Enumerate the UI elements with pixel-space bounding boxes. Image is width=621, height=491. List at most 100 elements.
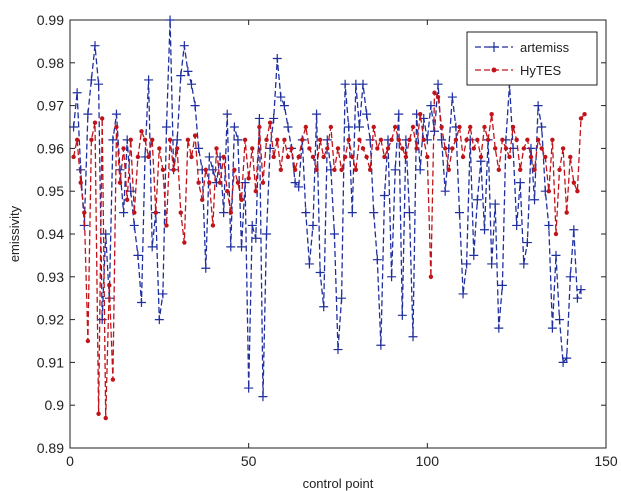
- data-point: [89, 137, 94, 143]
- data-point: [185, 137, 191, 143]
- data-point: [515, 178, 525, 188]
- data-point: [378, 137, 384, 143]
- data-point: [353, 167, 359, 172]
- data-point: [292, 167, 298, 172]
- data-point: [253, 189, 259, 194]
- data-point: [379, 190, 389, 200]
- data-point: [503, 146, 509, 151]
- data-point: [262, 229, 272, 239]
- data-point: [462, 259, 472, 269]
- data-point: [117, 180, 123, 185]
- data-point: [319, 302, 329, 312]
- data-point: [83, 109, 93, 119]
- data-point: [471, 146, 476, 151]
- data-point: [233, 135, 243, 145]
- data-point: [407, 137, 412, 143]
- data-point: [530, 195, 540, 205]
- data-point: [229, 122, 239, 132]
- data-point: [90, 41, 100, 51]
- y-tick-label: 0.97: [37, 98, 64, 114]
- data-point: [362, 109, 372, 119]
- data-point: [219, 208, 229, 218]
- data-point: [135, 154, 141, 160]
- data-point: [317, 137, 323, 143]
- data-point: [512, 220, 522, 230]
- data-point: [350, 154, 355, 160]
- data-point: [415, 165, 425, 175]
- data-point: [544, 220, 554, 230]
- data-point: [543, 154, 548, 160]
- y-tick-label: 0.95: [37, 183, 64, 199]
- data-point: [139, 129, 144, 134]
- legend-entry-artemiss: artemiss: [475, 40, 570, 55]
- data-point: [204, 152, 214, 162]
- data-point: [285, 154, 291, 160]
- data-point: [519, 259, 529, 269]
- data-point: [408, 332, 418, 342]
- data-point: [560, 146, 566, 151]
- y-tick-label: 0.9: [45, 397, 65, 413]
- data-point: [225, 189, 230, 194]
- data-point: [275, 137, 280, 143]
- data-point: [371, 124, 376, 130]
- data-point: [514, 137, 519, 143]
- data-point: [472, 195, 482, 205]
- data-point: [553, 231, 559, 237]
- data-point: [372, 255, 382, 265]
- data-point: [535, 137, 541, 143]
- data-point: [222, 109, 232, 119]
- data-point: [547, 323, 557, 333]
- data-point: [103, 415, 108, 421]
- data-point: [96, 411, 101, 416]
- data-point: [78, 180, 83, 185]
- data-point: [464, 137, 469, 143]
- legend-entry-hytes: HyTES: [475, 63, 562, 78]
- data-point: [562, 353, 572, 363]
- data-point: [521, 146, 527, 151]
- x-axis-label: control point: [303, 476, 374, 491]
- data-point: [144, 75, 154, 85]
- data-point: [300, 137, 305, 143]
- data-point: [94, 79, 104, 89]
- data-point: [439, 124, 444, 130]
- x-tick-label: 100: [416, 453, 440, 469]
- data-point: [69, 122, 79, 132]
- data-point: [569, 225, 579, 235]
- data-point: [375, 146, 380, 151]
- data-point: [376, 340, 386, 350]
- data-point: [389, 137, 394, 143]
- data-point: [107, 283, 112, 288]
- data-point: [207, 180, 212, 185]
- data-point: [119, 208, 129, 218]
- y-tick-label: 0.98: [37, 55, 64, 71]
- data-point: [392, 124, 398, 130]
- legend-box: [466, 31, 598, 86]
- data-point: [76, 165, 86, 175]
- data-point: [179, 41, 189, 51]
- data-point: [525, 137, 530, 143]
- y-tick-label: 0.94: [37, 226, 64, 242]
- data-point: [426, 101, 436, 111]
- data-point: [468, 124, 473, 130]
- data-point: [557, 167, 562, 172]
- data-point: [301, 208, 311, 218]
- data-point: [432, 90, 437, 95]
- data-point: [265, 143, 275, 153]
- data-point: [158, 289, 168, 299]
- data-point: [82, 210, 87, 215]
- data-point: [342, 154, 348, 160]
- data-point: [247, 220, 257, 230]
- data-point: [147, 242, 157, 252]
- data-point: [133, 250, 143, 260]
- data-point: [142, 137, 148, 143]
- data-point: [518, 167, 523, 172]
- data-point: [176, 71, 186, 81]
- data-point: [387, 272, 397, 282]
- data-point: [414, 146, 419, 151]
- data-point: [237, 242, 247, 252]
- data-point: [489, 111, 494, 117]
- data-point: [283, 122, 293, 132]
- data-point: [537, 122, 547, 132]
- y-tick-label: 0.99: [37, 12, 64, 28]
